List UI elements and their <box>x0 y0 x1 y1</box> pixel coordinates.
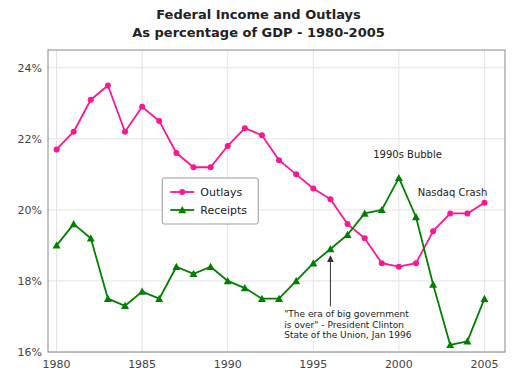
subtitle: As percentage of GDP - 1980-2005 <box>132 25 385 40</box>
title: Federal Income and Outlays <box>156 7 361 22</box>
y-tick-label: 22% <box>18 133 42 146</box>
marker-circle <box>105 83 111 89</box>
marker-circle <box>71 129 77 135</box>
marker-circle <box>259 132 265 138</box>
marker-triangle <box>104 295 112 302</box>
x-tick-label: 1995 <box>299 358 327 371</box>
x-tick-label: 2000 <box>385 358 413 371</box>
annotation-line: State of the Union, Jan 1996 <box>284 330 411 340</box>
marker-triangle <box>155 295 163 302</box>
y-grid-line <box>48 138 505 139</box>
marker-circle <box>88 97 94 103</box>
marker-circle <box>276 157 282 163</box>
y-grid-line <box>48 280 505 281</box>
marker-triangle <box>326 245 334 252</box>
x-tick-label: 2005 <box>470 358 498 371</box>
marker-circle <box>345 221 351 227</box>
marker-triangle <box>446 341 454 348</box>
marker-triangle <box>480 295 488 302</box>
marker-circle <box>179 189 185 195</box>
marker-circle <box>447 210 453 216</box>
y-tick-label: 18% <box>18 275 42 288</box>
marker-triangle <box>172 263 180 270</box>
annotation-line: "The era of big government <box>284 309 409 319</box>
plot-background <box>48 50 505 352</box>
y-grid-line <box>48 67 505 68</box>
x-tick-label: 1980 <box>43 358 71 371</box>
annotation: Nasdaq Crash <box>418 187 488 198</box>
marker-circle <box>190 164 196 170</box>
legend-label: Outlays <box>200 186 242 199</box>
annotation-line: is over" - President Clinton <box>284 320 404 330</box>
y-tick-label: 20% <box>18 204 42 217</box>
marker-circle <box>54 146 60 152</box>
marker-circle <box>362 235 368 241</box>
y-tick-label: 16% <box>18 346 42 359</box>
series-line <box>57 178 485 345</box>
x-grid-line <box>56 50 57 352</box>
marker-circle <box>379 260 385 266</box>
x-tick-label: 1985 <box>128 358 156 371</box>
axes: 16% 18% 20% 22% 24% 1980 1985 1990 1995 2000 2005 <box>18 62 499 371</box>
plot-frame <box>48 50 505 352</box>
marker-circle <box>139 104 145 110</box>
annotation-arrow <box>330 256 331 306</box>
x-grid-line <box>398 50 399 352</box>
marker-circle <box>413 260 419 266</box>
marker-circle <box>430 228 436 234</box>
marker-circle <box>208 164 214 170</box>
marker-triangle <box>53 241 61 248</box>
marker-triangle <box>189 270 197 277</box>
data <box>53 83 489 349</box>
marker-triangle <box>309 259 317 266</box>
legend: Outlays Receipts <box>162 178 258 224</box>
marker-triangle <box>121 302 129 309</box>
series-line <box>57 86 485 267</box>
marker-triangle <box>429 280 437 287</box>
legend-label: Receipts <box>200 204 247 217</box>
annotation: 1990s Bubble <box>373 149 442 160</box>
marker-triangle <box>292 277 300 284</box>
marker-triangle <box>258 295 266 302</box>
marker-circle <box>173 150 179 156</box>
marker-circle <box>310 186 316 192</box>
chart: 16% 18% 20% 22% 24% 1980 1985 1990 1995 2000 2005 F… <box>0 0 517 382</box>
marker-triangle <box>224 277 232 284</box>
marker-circle <box>396 264 402 270</box>
marker-circle <box>464 210 470 216</box>
marker-circle <box>242 125 248 131</box>
annotation-line: Nasdaq Crash <box>418 187 488 198</box>
marker-triangle <box>463 337 471 344</box>
marker-triangle <box>395 174 403 181</box>
marker-circle <box>122 129 128 135</box>
marker-triangle <box>344 231 352 238</box>
x-grid-line <box>142 50 143 352</box>
marker-circle <box>293 171 299 177</box>
marker-triangle <box>70 220 78 227</box>
marker-triangle <box>378 206 386 213</box>
marker-circle <box>156 118 162 124</box>
grid <box>48 50 505 352</box>
marker-triangle <box>361 209 369 216</box>
marker-triangle <box>178 206 186 213</box>
y-grid-line <box>48 209 505 210</box>
marker-triangle <box>207 263 215 270</box>
marker-triangle <box>412 213 420 220</box>
marker-triangle <box>138 288 146 295</box>
marker-triangle <box>87 234 95 241</box>
y-tick-label: 24% <box>18 62 42 75</box>
marker-circle <box>225 143 231 149</box>
legend-box <box>162 178 258 224</box>
x-grid-line <box>313 50 314 352</box>
series <box>53 174 489 348</box>
annotation: "The era of big governmentis over" - Pre… <box>284 309 411 340</box>
marker-triangle <box>241 284 249 291</box>
annotations: 1990s Bubble Nasdaq Crash "The era of big … <box>284 149 487 340</box>
marker-triangle <box>275 295 283 302</box>
x-tick-label: 1990 <box>214 358 242 371</box>
annotation-line: 1990s Bubble <box>373 149 442 160</box>
marker-circle <box>481 200 487 206</box>
marker-circle <box>327 196 333 202</box>
